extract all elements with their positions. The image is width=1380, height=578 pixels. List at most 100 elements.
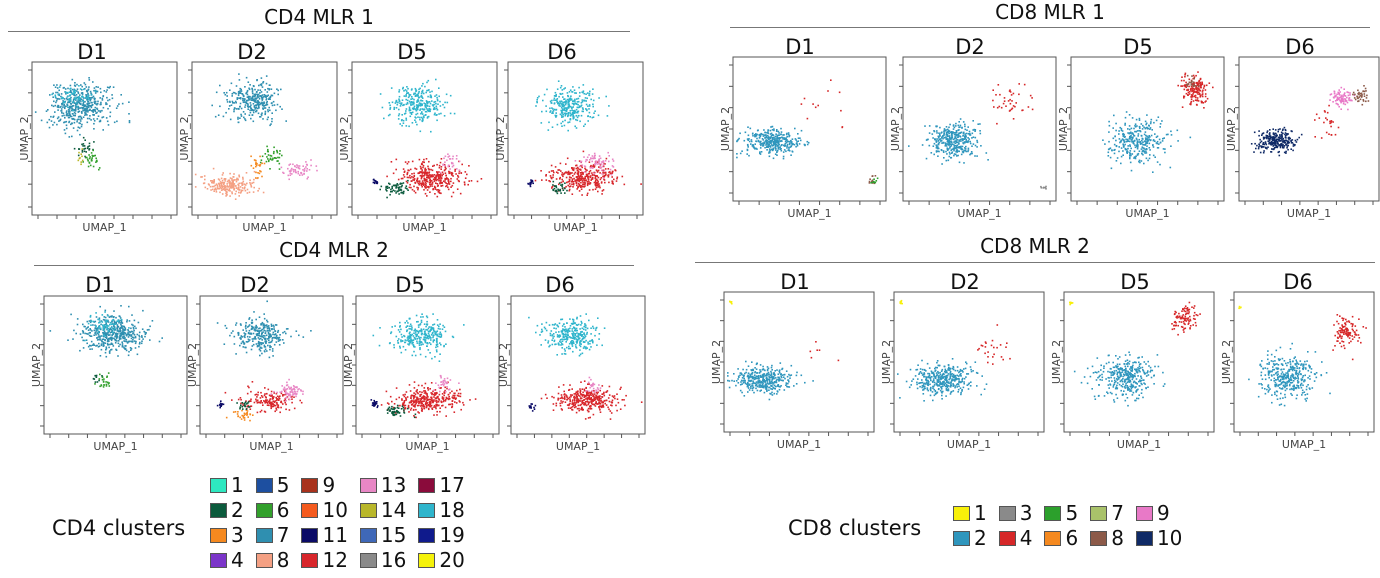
data-point	[273, 150, 275, 153]
data-point	[269, 109, 271, 112]
data-point	[248, 339, 251, 341]
data-point	[102, 386, 105, 388]
data-point	[445, 397, 448, 400]
data-point	[247, 416, 249, 418]
data-point	[237, 415, 239, 417]
data-point	[231, 100, 234, 103]
y-axis-label: UMAP_2	[178, 116, 191, 160]
data-point	[223, 183, 225, 185]
data-point	[553, 102, 556, 104]
data-point	[420, 99, 422, 102]
data-point	[82, 339, 84, 342]
data-point	[275, 341, 278, 343]
data-point	[393, 346, 395, 349]
data-point	[439, 407, 441, 409]
data-point	[464, 183, 466, 186]
data-point	[306, 177, 309, 180]
data-point	[454, 398, 457, 400]
data-point	[237, 108, 240, 110]
data-point	[79, 94, 81, 96]
data-point	[403, 335, 406, 338]
data-point	[146, 329, 149, 331]
data-point	[420, 183, 423, 185]
data-point	[580, 334, 582, 336]
data-point	[393, 108, 395, 110]
data-point	[580, 105, 582, 108]
data-point	[425, 403, 427, 406]
data-point	[579, 353, 582, 356]
data-point	[612, 166, 615, 168]
data-point	[74, 110, 77, 112]
data-point	[408, 328, 410, 330]
data-point	[602, 175, 604, 178]
data-point	[57, 104, 59, 107]
data-point	[401, 99, 404, 101]
data-point	[283, 330, 286, 333]
data-point	[373, 404, 376, 407]
data-point	[611, 176, 613, 178]
data-point	[102, 116, 105, 118]
data-point	[403, 171, 406, 173]
data-point	[590, 164, 592, 167]
data-point	[421, 97, 424, 99]
data-point	[434, 100, 437, 103]
data-point	[250, 325, 253, 328]
data-point	[290, 169, 292, 171]
data-point	[405, 397, 407, 399]
data-point	[435, 382, 437, 384]
data-point	[410, 338, 412, 341]
data-point	[104, 316, 107, 319]
data-point	[257, 104, 260, 106]
data-point	[256, 401, 259, 404]
data-point	[221, 193, 224, 195]
data-point	[576, 111, 579, 114]
data-point	[562, 328, 564, 330]
data-point	[571, 109, 573, 111]
data-point	[121, 343, 124, 345]
data-point	[425, 401, 427, 404]
data-point	[416, 340, 418, 343]
data-point	[92, 377, 95, 380]
data-point	[432, 324, 434, 326]
data-point	[88, 149, 90, 151]
data-point	[447, 188, 450, 191]
data-point	[231, 184, 233, 186]
data-point	[251, 89, 254, 91]
data-point	[245, 346, 247, 349]
data-point	[109, 338, 111, 340]
data-point	[71, 106, 73, 108]
data-point	[563, 107, 566, 109]
data-point	[262, 107, 264, 109]
data-point	[452, 162, 454, 165]
data-point	[397, 114, 400, 117]
data-point	[416, 338, 419, 340]
data-point	[573, 112, 575, 114]
data-point	[246, 89, 249, 92]
data-point	[81, 336, 83, 339]
data-point	[77, 92, 80, 95]
data-point	[414, 191, 417, 194]
data-point	[407, 189, 409, 191]
data-point	[413, 178, 416, 180]
data-point	[239, 406, 241, 408]
data-point	[433, 178, 436, 181]
data-point	[99, 321, 101, 323]
data-point	[394, 325, 396, 327]
data-point	[276, 403, 278, 406]
data-point	[556, 354, 558, 356]
data-point	[282, 395, 284, 397]
data-point	[83, 108, 86, 111]
data-point	[235, 353, 237, 355]
data-point	[426, 398, 429, 401]
data-point	[549, 111, 551, 113]
data-point	[220, 182, 223, 184]
data-point	[397, 407, 400, 409]
data-point	[550, 164, 553, 167]
data-point	[430, 396, 433, 399]
data-point	[262, 326, 265, 329]
data-point	[61, 104, 63, 106]
data-point	[553, 171, 555, 174]
data-point	[240, 398, 242, 401]
data-point	[568, 189, 571, 192]
data-point	[242, 341, 245, 344]
